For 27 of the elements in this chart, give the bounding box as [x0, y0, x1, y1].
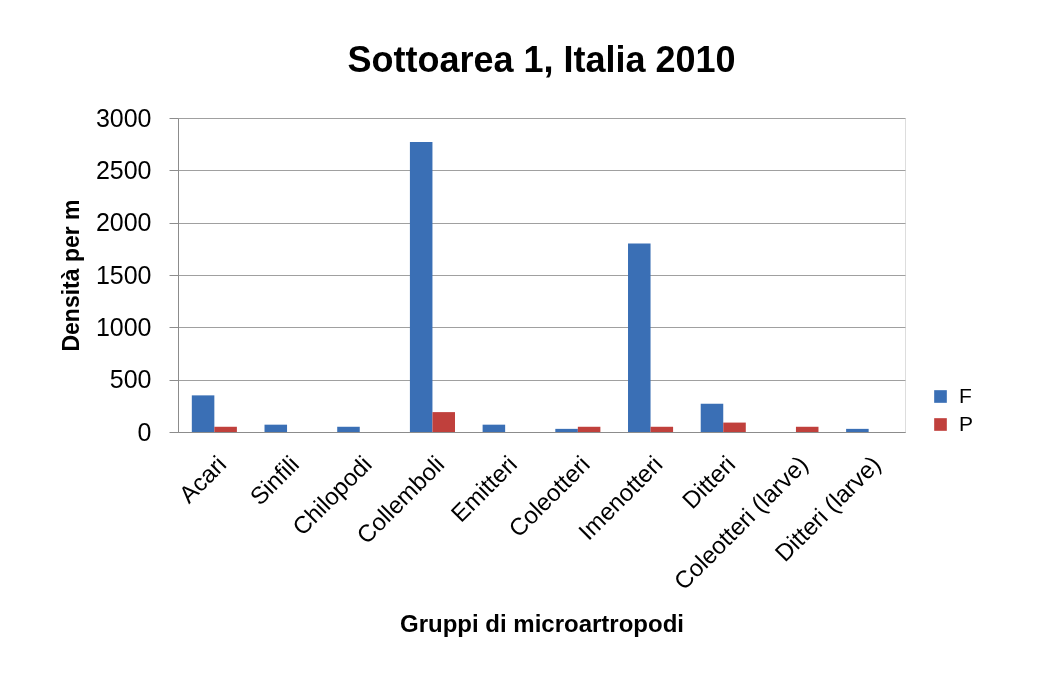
bar	[577, 426, 601, 432]
bar	[191, 395, 215, 432]
bar	[650, 426, 674, 432]
bar	[264, 424, 288, 432]
y-tick-label: 3000	[95, 103, 152, 132]
bar	[628, 243, 651, 432]
bar	[214, 426, 237, 432]
bar	[555, 428, 578, 432]
bar	[337, 426, 360, 432]
y-tick-label: 2500	[95, 155, 152, 184]
y-tick-label: 500	[109, 365, 152, 394]
chart-title: Sottoarea 1, Italia 2010	[347, 39, 736, 80]
y-tick-label: 2000	[95, 208, 152, 237]
y-tick-label: 1500	[95, 260, 152, 289]
bar	[432, 412, 455, 432]
bar	[482, 424, 506, 432]
y-tick-label: 0	[137, 417, 152, 446]
bar	[700, 403, 724, 432]
legend-label: P	[959, 411, 974, 435]
legend-label: F	[959, 383, 972, 407]
bar	[409, 142, 433, 432]
bar	[846, 428, 869, 432]
bar	[723, 422, 746, 432]
y-axis-title: Densità per m	[57, 199, 84, 352]
x-axis-title: Gruppi di microartropodi	[399, 609, 685, 637]
y-tick-label: 1000	[95, 312, 152, 341]
bar	[795, 426, 819, 432]
